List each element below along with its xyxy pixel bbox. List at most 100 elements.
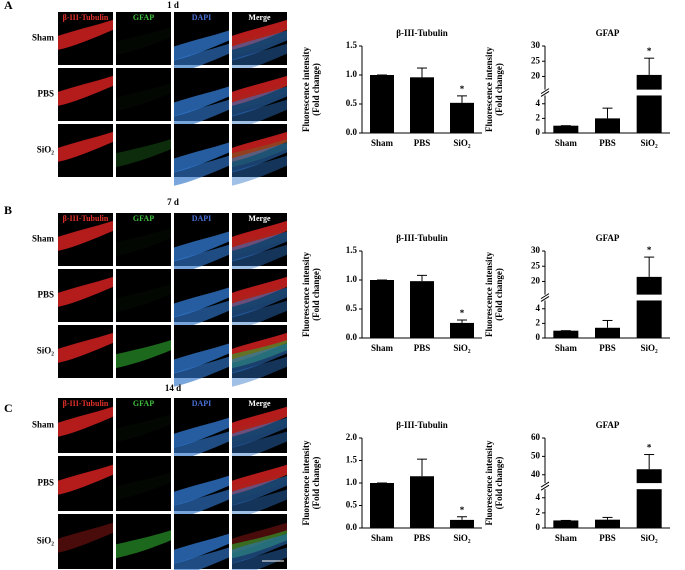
bar	[636, 74, 662, 133]
x-tick-label: PBS	[599, 138, 616, 148]
y-tick-label: 25	[531, 260, 541, 270]
chart-title: β-III-Tubulin	[396, 28, 447, 38]
bar	[370, 280, 394, 338]
channel-label: DAPI	[192, 399, 212, 408]
dapi-band	[232, 431, 287, 462]
dapi-band	[232, 99, 287, 130]
dapi-band	[232, 244, 287, 275]
y-tick-label: 0.0	[346, 332, 358, 342]
dapi-band	[232, 287, 287, 318]
tubulin-band	[58, 464, 113, 495]
significance-mark: *	[460, 308, 465, 318]
bar-break	[635, 89, 663, 96]
dapi-band	[232, 142, 287, 173]
y-axis-label: Fluorescence intensity	[484, 251, 494, 337]
y-tick-label: 2.0	[346, 432, 358, 442]
y-tick-label: 2	[536, 317, 541, 327]
gfap-band	[116, 414, 171, 443]
y-tick-label: 1.0	[346, 69, 358, 79]
dapi-band	[174, 231, 229, 262]
y-axis-label: (Fold change)	[494, 457, 504, 510]
micrograph	[116, 456, 171, 511]
y-axis-label: (Fold change)	[494, 268, 504, 321]
chart-title: β-III-Tubulin	[396, 233, 447, 243]
y-tick-label: 0.5	[346, 98, 358, 108]
tubulin-band	[58, 19, 113, 50]
bar-break	[635, 483, 663, 490]
y-tick-label: 40	[531, 469, 541, 479]
y-tick-label: 60	[531, 432, 541, 442]
dapi-band	[232, 155, 287, 186]
x-tick-label: PBS	[414, 533, 431, 543]
dapi-band	[232, 300, 287, 331]
break-mark	[540, 481, 550, 488]
y-tick-label: 25	[531, 55, 541, 65]
channel-label: GFAP	[133, 214, 154, 223]
micrograph	[116, 12, 171, 65]
break-mark	[540, 91, 550, 97]
micrograph	[116, 124, 171, 177]
significance-mark: *	[647, 46, 652, 56]
row-label: PBS	[37, 478, 54, 488]
dapi-band	[232, 489, 287, 520]
x-tick-label: SiO₂	[641, 138, 659, 148]
dapi-band	[232, 417, 287, 448]
y-axis-label: Fluorescence intensity	[484, 46, 494, 132]
y-axis-label: Fluorescence intensity	[484, 440, 494, 526]
bar-break	[635, 294, 663, 301]
bar	[636, 469, 662, 528]
y-tick-label: 1.5	[346, 40, 358, 50]
channel-label: β-III-Tubulin	[63, 214, 109, 223]
y-tick-label: 0.5	[346, 500, 358, 510]
tubulin-band	[58, 131, 113, 162]
dapi-band	[174, 287, 229, 318]
y-axis-label: (Fold change)	[311, 63, 321, 116]
chart-title: GFAP	[596, 28, 620, 38]
bar	[410, 77, 434, 133]
y-tick-label: 0	[536, 332, 541, 342]
y-tick-label: 1.0	[346, 274, 358, 284]
row-label: Sham	[32, 234, 55, 244]
gfap-band	[116, 83, 171, 112]
y-tick-label: 20	[531, 276, 541, 286]
x-tick-label: PBS	[599, 533, 616, 543]
gfap-band	[116, 27, 171, 56]
break-mark	[540, 293, 550, 300]
y-tick-label: 1.5	[346, 455, 358, 465]
y-tick-label: 1.0	[346, 477, 358, 487]
significance-mark: *	[647, 245, 652, 255]
bar	[450, 102, 474, 133]
y-tick-label: 0	[536, 522, 541, 532]
y-tick-label: 0	[536, 127, 541, 137]
bar	[553, 125, 579, 133]
y-tick-label: 2	[536, 112, 541, 122]
y-axis-label: (Fold change)	[311, 457, 321, 510]
bar	[636, 276, 662, 338]
chart-title: GFAP	[596, 233, 620, 243]
row-label: PBS	[37, 89, 54, 99]
bar	[553, 330, 579, 338]
dapi-band	[232, 30, 287, 61]
gfap-band	[116, 228, 171, 257]
dapi-band	[174, 533, 229, 564]
dapi-band	[174, 547, 229, 570]
bar	[595, 519, 620, 528]
chart-title: GFAP	[596, 420, 620, 430]
channel-label: β-III-Tubulin	[63, 13, 109, 22]
tubulin-band	[58, 276, 113, 307]
gfap-band	[116, 284, 171, 313]
y-tick-label: 20	[531, 71, 541, 81]
dapi-band	[174, 417, 229, 448]
y-tick-label: 0.0	[346, 522, 358, 532]
dapi-band	[174, 43, 229, 74]
panel-title: 1 d	[167, 0, 179, 10]
dapi-band	[174, 86, 229, 117]
y-tick-label: 30	[531, 245, 541, 255]
break-mark	[540, 484, 550, 491]
axis-break	[541, 294, 549, 301]
dapi-band	[232, 356, 287, 387]
micrograph	[116, 269, 171, 322]
significance-mark: *	[460, 505, 465, 515]
channel-label: Merge	[248, 13, 271, 22]
row-label: SiO₂	[37, 346, 55, 356]
